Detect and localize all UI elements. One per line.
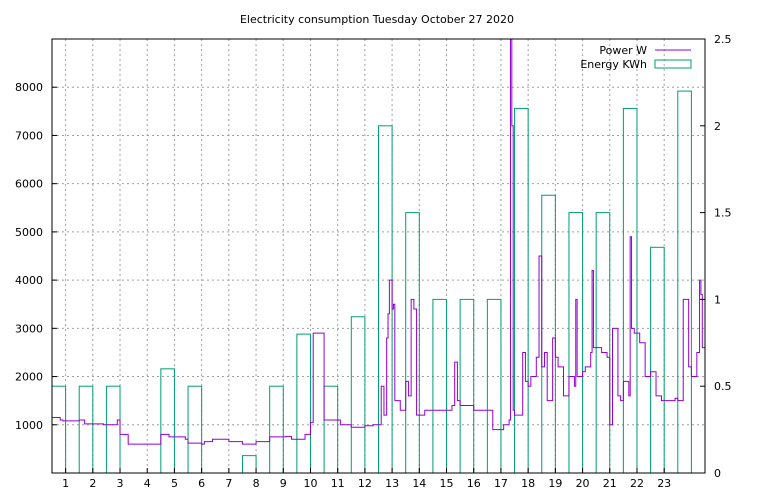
- energy-bar: [51, 385, 67, 474]
- x-tick-label: 14: [412, 477, 426, 490]
- x-tick-label: 22: [630, 477, 644, 490]
- x-tick-label: 2: [89, 477, 96, 490]
- x-tick-label: 1: [62, 477, 69, 490]
- x-tick-label: 5: [171, 477, 178, 490]
- energy-bar: [105, 385, 121, 474]
- x-tick-label: 8: [253, 477, 260, 490]
- x-tick-label: 15: [440, 477, 454, 490]
- y2-tick-label: 2.5: [714, 33, 732, 46]
- x-tick-label: 9: [280, 477, 287, 490]
- x-tick-label: 11: [331, 477, 345, 490]
- y-tick-label: 8000: [15, 81, 43, 94]
- energy-bar: [541, 194, 556, 474]
- energy-bar: [323, 385, 339, 474]
- y-tick-label: 3000: [15, 322, 43, 335]
- plot-frame: [51, 38, 706, 474]
- chart-title: Electricity consumption Tuesday October …: [240, 13, 514, 26]
- x-tick-label: 23: [657, 477, 671, 490]
- y-tick-label: 2000: [15, 371, 43, 384]
- energy-bar: [378, 125, 393, 474]
- energy-bar: [486, 298, 502, 474]
- energy-bar: [514, 107, 529, 474]
- y2-tick-label: 1.5: [714, 207, 732, 220]
- energy-bar: [650, 246, 665, 474]
- x-tick-label: 6: [198, 477, 205, 490]
- y-tick-label: 7000: [15, 129, 43, 142]
- legend-label-power: Power W: [599, 44, 647, 57]
- axes: 1 2 3 4 5 6 7 8 9 10 11 12 13 14 15 16 17 18 19 20 21 22 23100…: [15, 33, 732, 490]
- y-tick-label: 1000: [15, 419, 43, 432]
- energy-bar: [187, 385, 203, 474]
- y2-tick-label: 0: [714, 467, 721, 480]
- x-tick-label: 21: [603, 477, 617, 490]
- energy-bar: [432, 298, 448, 474]
- x-tick-label: 13: [385, 477, 399, 490]
- energy-bar: [405, 212, 420, 474]
- legend: Power W Energy KWh: [580, 44, 692, 71]
- energy-bar: [595, 212, 611, 474]
- y2-tick-label: 0.5: [714, 380, 732, 393]
- energy-bars: [51, 90, 692, 474]
- legend-label-energy: Energy KWh: [580, 58, 647, 71]
- x-tick-label: 17: [494, 477, 508, 490]
- y-tick-label: 4000: [15, 274, 43, 287]
- energy-bar: [459, 298, 475, 474]
- energy-bar: [296, 333, 311, 474]
- x-tick-label: 10: [303, 477, 317, 490]
- power-line: [52, 38, 706, 445]
- energy-bar: [241, 455, 257, 474]
- x-tick-label: 3: [117, 477, 124, 490]
- x-tick-label: 18: [521, 477, 535, 490]
- energy-bar: [78, 385, 94, 474]
- legend-swatch-energy: [654, 59, 692, 69]
- y2-tick-label: 1: [714, 293, 721, 306]
- x-tick-label: 20: [576, 477, 590, 490]
- energy-bar: [160, 368, 175, 474]
- x-tick-label: 7: [225, 477, 232, 490]
- x-tick-label: 12: [358, 477, 372, 490]
- x-tick-label: 4: [144, 477, 151, 490]
- energy-bar: [269, 385, 284, 474]
- energy-bar: [677, 90, 692, 474]
- x-tick-label: 19: [548, 477, 562, 490]
- x-tick-label: 16: [467, 477, 481, 490]
- y2-tick-label: 2: [714, 120, 721, 133]
- y-tick-label: 6000: [15, 178, 43, 191]
- energy-bar: [350, 316, 366, 474]
- y-tick-label: 5000: [15, 226, 43, 239]
